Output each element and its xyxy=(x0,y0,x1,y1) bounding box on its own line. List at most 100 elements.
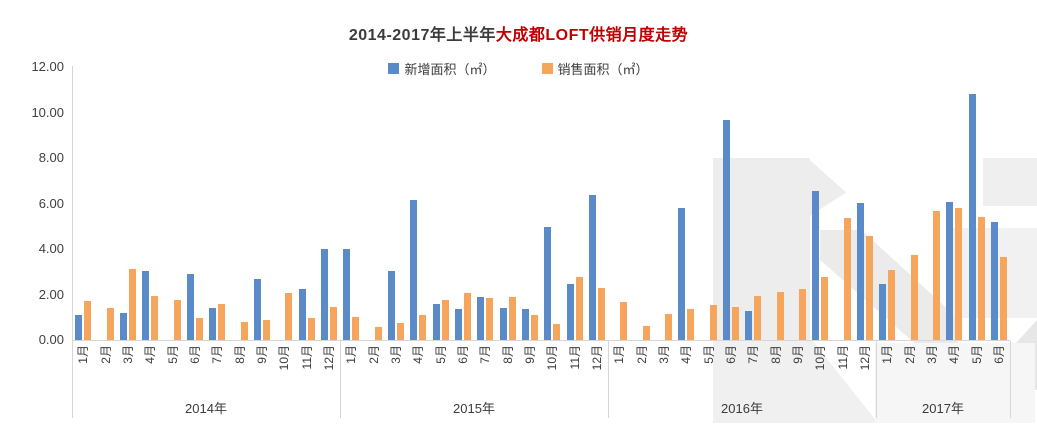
x-month-label: 6月 xyxy=(991,345,1006,364)
bar-sold-area xyxy=(575,277,583,340)
x-month-label: 2月 xyxy=(366,345,381,364)
watermark-shape xyxy=(983,158,1037,206)
x-month-label: 9月 xyxy=(254,345,269,364)
bar-new-area xyxy=(499,308,507,340)
x-month-label: 2月 xyxy=(98,345,113,364)
x-month-label: 2月 xyxy=(902,345,917,364)
y-tick-label: 2.00 xyxy=(38,286,64,302)
x-month-label: 4月 xyxy=(143,345,158,364)
bar-sold-area xyxy=(151,295,159,340)
bar-sold-area xyxy=(709,304,717,340)
x-month-label: 6月 xyxy=(723,345,738,364)
x-month-label: 7月 xyxy=(746,345,761,364)
bar-sold-area xyxy=(597,287,605,340)
bar-sold-area xyxy=(508,297,516,340)
bar-sold-area xyxy=(419,314,427,340)
bar-sold-area xyxy=(128,269,136,340)
bar-new-area xyxy=(298,288,306,340)
axis-group-separator xyxy=(608,341,609,418)
bar-sold-area xyxy=(240,321,248,340)
x-month-label: 6月 xyxy=(187,345,202,364)
x-year-label: 2015年 xyxy=(453,401,495,416)
bar-new-area xyxy=(343,249,351,340)
y-tick-label: 4.00 xyxy=(38,241,64,256)
y-axis-line xyxy=(72,66,73,340)
x-month-label: 12月 xyxy=(857,345,872,371)
bar-sold-area xyxy=(285,293,293,340)
bar-sold-area xyxy=(642,325,650,340)
x-year-label: 2016年 xyxy=(721,401,763,416)
bar-sold-area xyxy=(441,299,449,340)
bar-sold-area xyxy=(396,323,404,340)
y-tick-label: 10.00 xyxy=(31,104,64,120)
bar-new-area xyxy=(186,274,194,340)
x-month-label: 9月 xyxy=(790,345,805,364)
bar-new-area xyxy=(454,309,462,340)
chart-legend: 新增面积（㎡） 销售面积（㎡） xyxy=(0,59,1037,78)
x-month-label: 8月 xyxy=(232,345,247,364)
x-month-label: 2月 xyxy=(634,345,649,364)
bar-new-area xyxy=(209,308,217,340)
legend-item: 新增面积（㎡） xyxy=(388,59,496,78)
x-month-label: 6月 xyxy=(455,345,470,364)
bar-sold-area xyxy=(754,296,762,340)
axis-group-separator xyxy=(1010,341,1011,418)
x-month-label: 5月 xyxy=(969,345,984,364)
legend-swatch-icon xyxy=(388,63,400,74)
chart-title: 2014-2017年上半年大成都LOFT供销月度走势 xyxy=(0,21,1037,45)
x-month-label: 11月 xyxy=(835,345,850,370)
bar-sold-area xyxy=(910,254,918,340)
legend-label: 新增面积（㎡） xyxy=(404,62,496,77)
bar-new-area xyxy=(521,309,529,340)
x-month-label: 3月 xyxy=(120,345,135,364)
bar-new-area xyxy=(856,202,864,340)
x-year-label: 2017年 xyxy=(922,401,964,416)
axis-group-separator xyxy=(876,341,877,418)
x-month-label: 8月 xyxy=(768,345,783,364)
x-axis-line xyxy=(72,340,1010,341)
chart-title-prefix: 2014-2017年上半年 xyxy=(348,27,496,44)
bar-sold-area xyxy=(955,208,963,340)
x-month-label: 4月 xyxy=(679,345,694,364)
bar-new-area xyxy=(588,195,596,340)
x-month-label: 3月 xyxy=(924,345,939,364)
bar-sold-area xyxy=(329,307,337,340)
bar-new-area xyxy=(477,297,485,340)
x-month-label: 8月 xyxy=(500,345,515,364)
legend-swatch-icon xyxy=(541,63,553,74)
x-year-label: 2014年 xyxy=(185,401,227,416)
x-month-label: 7月 xyxy=(210,345,225,364)
y-tick-label: 0.00 xyxy=(38,332,64,347)
bar-sold-area xyxy=(84,301,92,340)
axis-group-separator xyxy=(72,341,73,418)
bar-sold-area xyxy=(843,217,851,340)
bar-new-area xyxy=(812,191,820,340)
bar-sold-area xyxy=(307,318,315,340)
chart-title-highlight: 大成都LOFT供销月度走势 xyxy=(495,27,689,44)
y-tick-label: 12.00 xyxy=(31,59,64,74)
bar-sold-area xyxy=(888,269,896,340)
x-month-label: 1月 xyxy=(612,345,627,364)
bar-new-area xyxy=(253,278,261,340)
bar-new-area xyxy=(678,208,686,340)
bar-sold-area xyxy=(865,236,873,340)
bar-sold-area xyxy=(932,211,940,340)
bar-new-area xyxy=(566,284,574,340)
bar-new-area xyxy=(968,93,976,340)
legend-item: 销售面积（㎡） xyxy=(541,59,649,78)
legend-label: 销售面积（㎡） xyxy=(557,62,649,77)
bar-sold-area xyxy=(352,317,360,340)
bar-new-area xyxy=(432,303,440,340)
bar-sold-area xyxy=(776,292,784,340)
x-month-label: 4月 xyxy=(947,345,962,364)
x-month-label: 7月 xyxy=(478,345,493,364)
bar-sold-area xyxy=(977,216,985,340)
x-month-label: 3月 xyxy=(388,345,403,364)
bar-sold-area xyxy=(553,324,561,340)
bar-new-area xyxy=(387,270,395,340)
watermark-shape xyxy=(875,343,1035,423)
x-month-label: 1月 xyxy=(344,345,359,364)
bar-new-area xyxy=(75,314,83,340)
x-month-label: 5月 xyxy=(433,345,448,364)
